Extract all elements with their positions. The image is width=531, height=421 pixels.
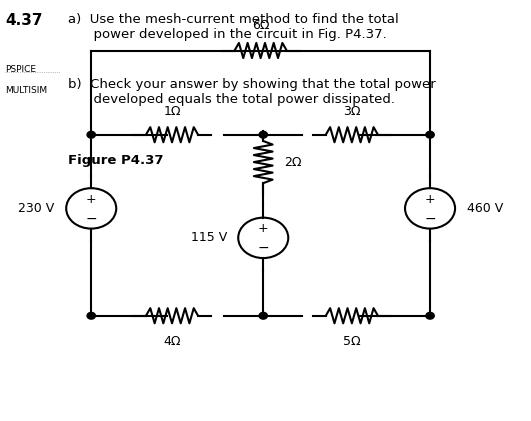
Text: +: + <box>425 193 435 206</box>
Text: MULTISIM: MULTISIM <box>5 86 47 95</box>
Text: 3Ω: 3Ω <box>343 105 361 118</box>
Circle shape <box>426 312 434 319</box>
Text: Figure P4.37: Figure P4.37 <box>68 154 163 167</box>
Circle shape <box>259 131 268 138</box>
Circle shape <box>426 131 434 138</box>
Text: +: + <box>258 222 269 235</box>
Text: 115 V: 115 V <box>191 232 227 244</box>
Text: PSPICE: PSPICE <box>5 65 36 74</box>
Text: 4Ω: 4Ω <box>163 335 181 348</box>
Text: 5Ω: 5Ω <box>343 335 361 348</box>
Text: −: − <box>424 211 436 226</box>
Text: 1Ω: 1Ω <box>163 105 181 118</box>
Text: b)  Check your answer by showing that the total power
      developed equals the: b) Check your answer by showing that the… <box>68 78 435 106</box>
Text: +: + <box>86 193 97 206</box>
Text: a)  Use the mesh-current method to find the total
      power developed in the c: a) Use the mesh-current method to find t… <box>68 13 399 41</box>
Text: 4.37: 4.37 <box>5 13 42 28</box>
Circle shape <box>87 131 96 138</box>
Text: 2Ω: 2Ω <box>284 156 302 168</box>
Text: −: − <box>85 211 97 226</box>
Text: 230 V: 230 V <box>19 202 55 215</box>
Text: 6Ω: 6Ω <box>252 19 269 32</box>
Circle shape <box>87 312 96 319</box>
Text: −: − <box>258 241 269 255</box>
Circle shape <box>259 312 268 319</box>
Text: 460 V: 460 V <box>467 202 503 215</box>
